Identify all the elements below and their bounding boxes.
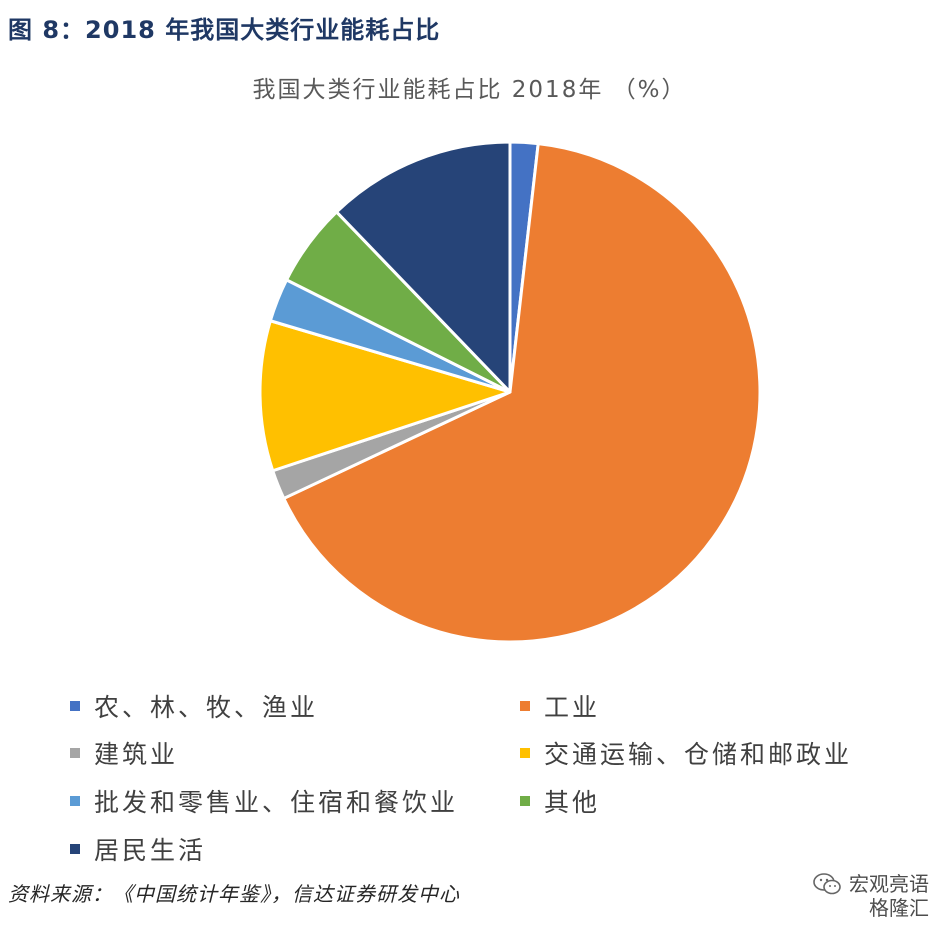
- legend-item-6: 其他: [520, 783, 600, 819]
- pie-slice-7: [335, 140, 512, 394]
- legend-swatch: [520, 701, 530, 711]
- pie-slice-2: [282, 142, 762, 644]
- legend-item-1: 农、林、牧、渔业: [70, 688, 318, 724]
- pie-slice-4: [258, 319, 512, 473]
- figure-title: 图 8：2018 年我国大类行业能耗占比: [8, 16, 441, 44]
- legend-label: 批发和零售业、住宿和餐饮业: [94, 788, 459, 817]
- watermark-line2: 格隆汇: [869, 896, 929, 920]
- legend-item-2: 工业: [520, 688, 600, 724]
- legend-item-5: 批发和零售业、住宿和餐饮业: [70, 783, 458, 819]
- watermark: 宏观亮语 格隆汇: [813, 872, 929, 920]
- legend-label: 交通运输、仓储和邮政业: [544, 740, 853, 769]
- legend-swatch: [70, 748, 80, 758]
- legend-item-3: 建筑业: [70, 735, 178, 771]
- legend-label: 居民生活: [94, 836, 207, 865]
- legend-swatch: [70, 844, 80, 854]
- wechat-icon: [813, 873, 841, 895]
- legend-swatch: [520, 796, 530, 806]
- legend-label: 建筑业: [94, 740, 179, 769]
- legend-item-4: 交通运输、仓储和邮政业: [520, 735, 852, 771]
- legend-swatch: [70, 796, 80, 806]
- legend-swatch: [70, 701, 80, 711]
- legend-label: 农、林、牧、渔业: [94, 693, 319, 722]
- legend-label: 工业: [544, 693, 601, 722]
- source-note: 资料来源：《中国统计年鉴》，信达证券研发中心: [8, 882, 460, 906]
- legend-swatch: [520, 748, 530, 758]
- chart-title: 我国大类行业能耗占比 2018年 （%）: [252, 77, 687, 103]
- legend-item-7: 居民生活: [70, 831, 206, 867]
- legend-label: 其他: [544, 788, 601, 817]
- watermark-line1: 宏观亮语: [849, 872, 929, 896]
